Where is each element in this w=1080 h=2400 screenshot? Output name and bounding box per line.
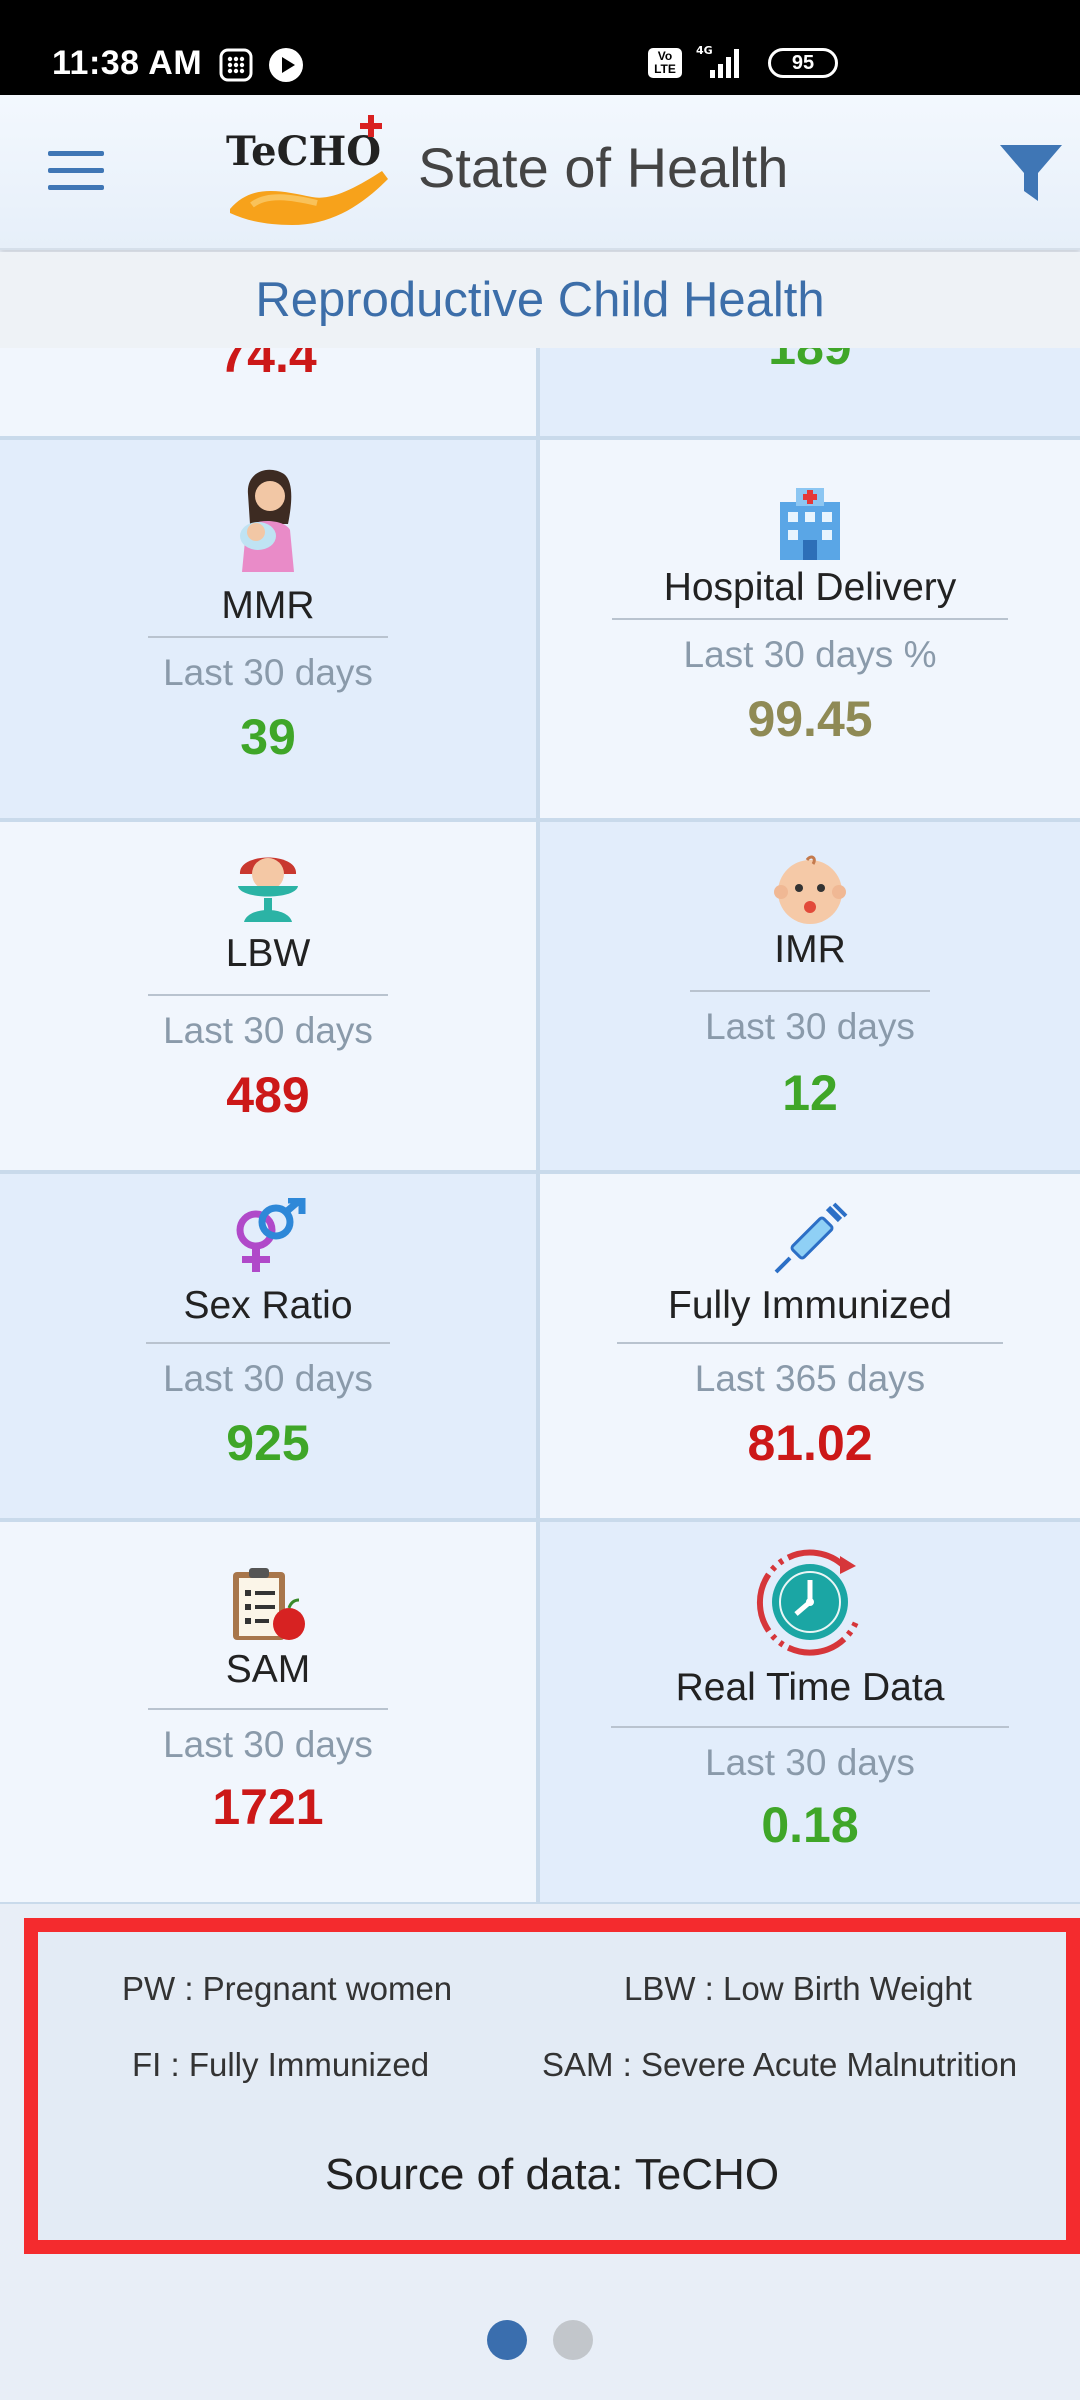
metric-value: 0.18 [540,1796,1080,1854]
metric-card-partial-left[interactable]: 74.4 [0,348,536,436]
metric-card-fully-immunized[interactable]: Fully Immunized Last 365 days 81.02 [540,1174,1080,1518]
play-icon [268,47,304,83]
metric-card-sam[interactable]: SAM Last 30 days 1721 [0,1522,536,1902]
legend-item-sam: SAM : Severe Acute Malnutrition [542,2046,1017,2084]
page-dot-2[interactable] [553,2320,593,2360]
mother-baby-icon [228,464,308,572]
metric-name: LBW [226,932,311,976]
metric-value: 189 [540,348,1080,376]
divider [617,1342,1003,1344]
metric-name: Fully Immunized [668,1284,952,1328]
calendar-grid-icon [218,47,254,83]
battery-indicator: 95 [768,48,838,78]
metric-value: 74.4 [0,348,536,384]
metric-value: 81.02 [540,1414,1080,1472]
divider [148,636,388,638]
data-source: Source of data: TeCHO [38,2150,1066,2200]
metric-period: Last 30 days % [540,634,1080,676]
hospital-icon [774,484,846,560]
metric-card-mmr[interactable]: MMR Last 30 days 39 [0,440,536,818]
clock-icon [752,1544,868,1660]
metric-period: Last 30 days [0,652,536,694]
syringe-icon [772,1200,848,1274]
clipboard-apple-icon [229,1566,307,1642]
metric-value: 99.45 [540,690,1080,748]
app-title: State of Health [418,135,788,200]
metric-name: Hospital Delivery [664,566,957,610]
section-title: Reproductive Child Health [0,252,1080,328]
divider [611,1726,1009,1728]
metric-card-sex-ratio[interactable]: Sex Ratio Last 30 days 925 [0,1174,536,1518]
signal-icon: 4G [690,44,750,80]
metric-card-imr[interactable]: IMR Last 30 days 12 [540,822,1080,1170]
metric-period: Last 30 days [0,1358,536,1400]
metric-card-partial-right[interactable]: 189 [540,348,1080,436]
metric-period: Last 30 days [0,1724,536,1766]
svg-text:4G: 4G [696,44,713,57]
metric-card-real-time-data[interactable]: Real Time Data Last 30 days 0.18 [540,1522,1080,1902]
status-bar: 11:38 AM Vo LTE 4G 95 [0,0,1080,95]
metric-card-lbw[interactable]: LBW Last 30 days 489 [0,822,536,1170]
legend-item-fi: FI : Fully Immunized [132,2046,429,2084]
page-dot-1[interactable] [487,2320,527,2360]
legend-item-lbw: LBW : Low Birth Weight [624,1970,972,2008]
gender-icon [230,1198,306,1274]
metric-value: 489 [0,1066,536,1124]
divider [148,994,388,996]
metric-period: Last 30 days [540,1742,1080,1784]
metric-value: 39 [0,708,536,766]
divider [612,618,1008,620]
legend-item-pw: PW : Pregnant women [122,1970,452,2008]
status-time: 11:38 AM [52,44,202,83]
metric-name: Real Time Data [676,1666,945,1710]
section-header: Reproductive Child Health [0,252,1080,348]
abbreviation-legend: PW : Pregnant women LBW : Low Birth Weig… [24,1918,1080,2254]
divider [146,1342,390,1344]
divider [148,1708,388,1710]
techo-logo: TeCHO [222,113,392,233]
metric-card-hospital-delivery[interactable]: Hospital Delivery Last 30 days % 99.45 [540,440,1080,818]
baby-scale-icon [230,844,306,924]
metric-period: Last 30 days [0,1010,536,1052]
metric-name: MMR [221,584,314,628]
hamburger-menu-icon[interactable] [48,151,104,191]
metric-value: 1721 [0,1778,536,1836]
baby-face-icon [773,852,847,926]
metric-name: Sex Ratio [183,1284,352,1328]
svg-text:TeCHO: TeCHO [226,128,381,175]
divider [690,990,930,992]
metric-period: Last 365 days [540,1358,1080,1400]
metric-name: IMR [774,928,846,972]
volte-badge: Vo LTE [648,48,682,78]
metric-value: 12 [540,1064,1080,1122]
metric-period: Last 30 days [540,1006,1080,1048]
app-bar: TeCHO State of Health [0,95,1080,250]
page-indicator [0,2320,1080,2360]
metric-value: 925 [0,1414,536,1472]
filter-icon[interactable] [998,143,1064,203]
metric-name: SAM [226,1648,311,1692]
metrics-grid: 74.4 189 MMR Last 30 days 39 Hospital De… [0,348,1080,1904]
